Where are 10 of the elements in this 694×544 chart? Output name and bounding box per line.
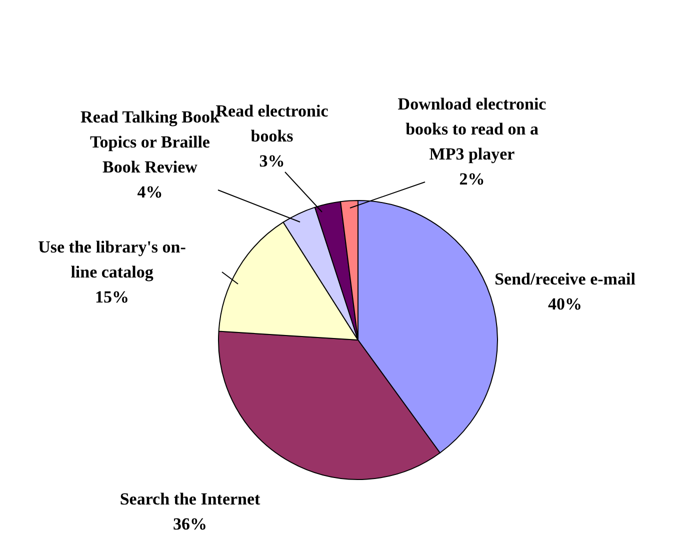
data-label: 3% <box>259 151 285 170</box>
data-label: 36% <box>173 514 207 534</box>
data-label: 15% <box>95 287 129 306</box>
slice-label: Send/receive e-mail <box>494 269 636 288</box>
data-label: 4% <box>137 182 163 202</box>
data-label: 2% <box>459 169 485 188</box>
slice-label: Use the library's on-line catalog <box>38 237 186 282</box>
slice-label: Search the Internet <box>120 489 261 508</box>
data-label: 40% <box>548 294 582 314</box>
slice-label: Download electronic books to read on a MP3 player <box>398 94 547 164</box>
